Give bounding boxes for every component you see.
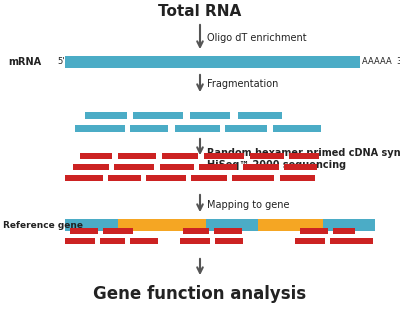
Bar <box>100 238 125 244</box>
Bar <box>191 175 227 181</box>
Bar <box>333 228 355 234</box>
Bar <box>73 164 109 170</box>
Bar <box>108 175 141 181</box>
Bar <box>215 238 243 244</box>
Bar <box>65 56 360 68</box>
Text: AAAAA  3': AAAAA 3' <box>362 58 400 66</box>
Text: Oligo dT enrichment: Oligo dT enrichment <box>207 33 307 43</box>
Bar <box>180 238 210 244</box>
Bar <box>133 112 183 119</box>
Bar <box>162 153 198 159</box>
Bar <box>243 164 279 170</box>
Bar <box>214 228 242 234</box>
Bar <box>65 219 375 231</box>
Bar <box>295 238 325 244</box>
Bar <box>289 153 319 159</box>
Bar <box>250 153 284 159</box>
Bar <box>225 125 267 132</box>
Bar <box>204 153 244 159</box>
Text: Random hexamer primed cDNA synthesis
HiSeq™ 2000 sequencing: Random hexamer primed cDNA synthesis HiS… <box>207 148 400 170</box>
Bar <box>85 112 127 119</box>
Text: mRNA: mRNA <box>8 57 41 67</box>
Bar <box>103 228 133 234</box>
Bar <box>355 238 373 244</box>
Text: Reference gene: Reference gene <box>3 221 83 229</box>
Bar <box>238 112 282 119</box>
Text: 5': 5' <box>57 58 64 66</box>
Bar <box>273 125 321 132</box>
Bar <box>70 228 98 234</box>
Bar <box>175 125 220 132</box>
Bar <box>284 164 317 170</box>
Bar <box>65 238 95 244</box>
Bar <box>258 219 323 231</box>
Bar <box>146 175 186 181</box>
Bar <box>65 175 103 181</box>
Bar <box>75 125 125 132</box>
Bar <box>118 219 206 231</box>
Bar <box>300 228 328 234</box>
Bar <box>183 228 209 234</box>
Text: Gene function analysis: Gene function analysis <box>94 285 306 303</box>
Bar <box>330 238 355 244</box>
Bar <box>114 164 154 170</box>
Text: Fragmentation: Fragmentation <box>207 79 278 89</box>
Text: Mapping to gene: Mapping to gene <box>207 200 290 210</box>
Bar <box>80 153 112 159</box>
Bar <box>118 153 156 159</box>
Bar <box>160 164 194 170</box>
Bar <box>190 112 230 119</box>
Text: Total RNA: Total RNA <box>158 4 242 20</box>
Bar <box>199 164 237 170</box>
Bar <box>232 175 274 181</box>
Bar <box>130 125 168 132</box>
Bar <box>280 175 315 181</box>
Bar <box>130 238 158 244</box>
